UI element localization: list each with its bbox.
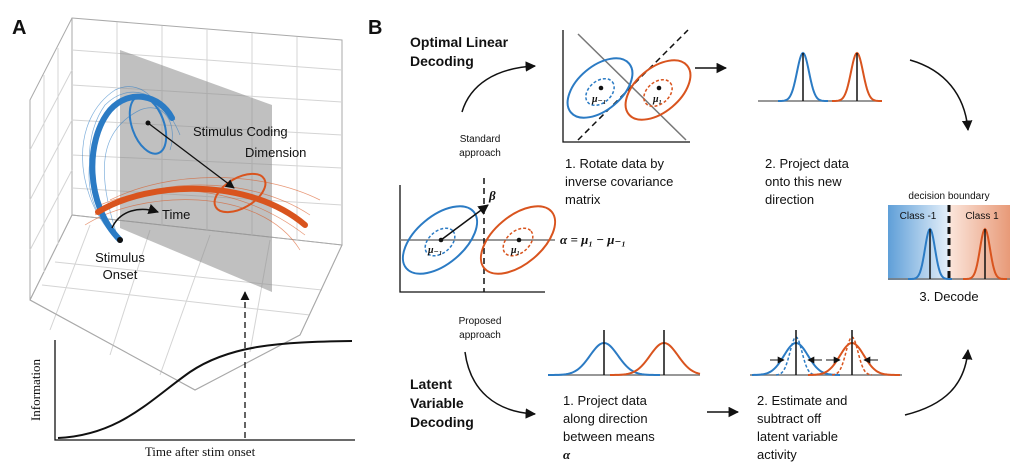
method-title: Decoding xyxy=(410,414,474,430)
path-shape xyxy=(55,340,355,440)
plane-label: Dimension xyxy=(245,145,306,160)
approach-label: approach xyxy=(459,148,501,159)
step-text: activity xyxy=(757,447,797,462)
circle-shape xyxy=(517,238,522,243)
step-text: matrix xyxy=(565,192,601,207)
projection-plot xyxy=(758,53,882,101)
mean-label: μ₋₁ xyxy=(427,245,442,256)
method-title: Decoding xyxy=(410,53,474,69)
approach-label: Proposed xyxy=(459,316,502,327)
onset-dot xyxy=(117,237,123,243)
step-text: 2. Estimate and xyxy=(757,393,847,408)
line-shape xyxy=(441,205,488,240)
circle-shape xyxy=(599,86,604,91)
method-title: Variable xyxy=(410,395,464,411)
step-text: 3. Decode xyxy=(919,289,978,304)
circle-shape xyxy=(657,86,662,91)
approach-label: approach xyxy=(459,330,501,341)
class-label: Class 1 xyxy=(965,211,999,222)
step-text: 2. Project data xyxy=(765,156,850,171)
onset-label: Onset xyxy=(103,267,138,282)
flow-arrow xyxy=(462,66,535,112)
step-text: inverse covariance xyxy=(565,174,673,189)
path-shape xyxy=(30,245,342,390)
x-axis-label: Time after stim onset xyxy=(145,444,256,459)
step-text: subtract off xyxy=(757,411,821,426)
step-text: between means xyxy=(563,429,655,444)
mean-label: μ₋₁ xyxy=(591,94,606,105)
rotate-plot: μ₋₁ μ₁ xyxy=(557,30,702,142)
distribution-curve xyxy=(610,343,700,375)
step-text: along direction xyxy=(563,411,648,426)
approach-label: Standard xyxy=(460,134,501,145)
decode-plot: decision boundary Class -1 Class 1 3. De… xyxy=(888,191,1010,304)
step-text: 1. Rotate data by xyxy=(565,156,665,171)
method-title: Latent xyxy=(410,376,452,392)
method-title: Optimal Linear xyxy=(410,34,509,50)
panel-label: B xyxy=(368,17,382,39)
equation: α = μ₁ − μ₋₁ xyxy=(560,232,626,247)
time-label: Time xyxy=(162,207,190,222)
distribution-curve xyxy=(808,343,900,375)
y-axis-label: Information xyxy=(28,358,43,421)
info-plot: Information Time after stim onset xyxy=(28,340,355,459)
step-text: α xyxy=(563,447,571,462)
onset-label: Stimulus xyxy=(95,250,145,265)
alpha-projection-plot xyxy=(548,330,700,375)
plane-label: Stimulus Coding xyxy=(193,124,288,139)
boundary-label: decision boundary xyxy=(908,191,989,202)
mean-label: μ₁ xyxy=(652,94,662,105)
class-label: Class -1 xyxy=(900,211,937,222)
mean-label: μ₁ xyxy=(510,245,520,256)
subtract-plot xyxy=(750,330,902,375)
info-curve xyxy=(58,341,352,438)
figure: A Stimulus Coding Dimension Time Stimulu… xyxy=(0,0,1021,464)
flow-arrow xyxy=(905,350,968,415)
flow-arrow xyxy=(465,352,535,414)
step-text: onto this new xyxy=(765,174,842,189)
beta-label: β xyxy=(488,188,496,203)
flow-arrow xyxy=(910,60,968,130)
panel-label: A xyxy=(12,17,26,39)
step-text: 1. Project data xyxy=(563,393,648,408)
step-text: latent variable xyxy=(757,429,838,444)
step-text: direction xyxy=(765,192,814,207)
